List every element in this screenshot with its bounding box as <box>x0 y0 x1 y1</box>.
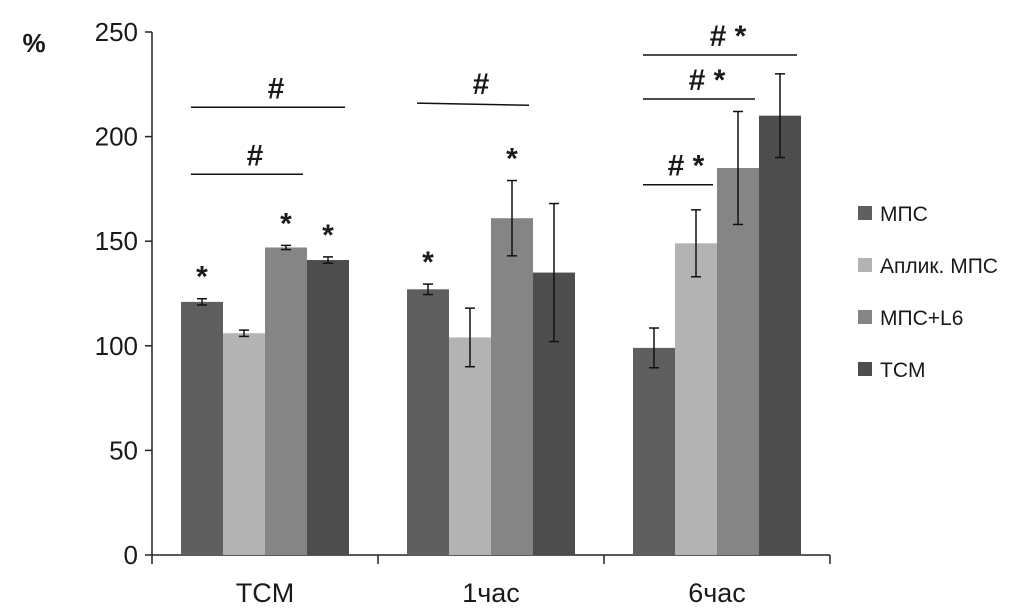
axes: 0 50 100 150 200 250 TCM 1час 6час <box>95 17 831 608</box>
legend-swatch <box>858 310 872 324</box>
bar <box>223 333 265 555</box>
significance-mark: # * <box>668 150 705 183</box>
significance-mark: # <box>268 72 285 105</box>
y-tick-label: 0 <box>124 540 138 570</box>
bar <box>675 243 717 556</box>
bar <box>307 260 349 555</box>
y-tick-label: 200 <box>95 122 138 152</box>
bar <box>407 289 449 555</box>
bar <box>449 337 491 555</box>
significance-mark: # <box>473 68 490 101</box>
legend: МПС Аплик. МПС МПС+L6 TCM <box>858 203 998 382</box>
bar <box>181 301 223 555</box>
significance-mark: # <box>247 139 264 172</box>
significance-star: * <box>322 219 334 252</box>
significance-mark: # * <box>689 64 726 97</box>
significance-star: * <box>422 246 434 279</box>
bar <box>759 115 801 556</box>
significance-mark: # * <box>710 20 747 53</box>
error-bars <box>197 73 785 369</box>
y-tick-label: 250 <box>95 17 138 47</box>
bar <box>491 218 533 556</box>
legend-swatch <box>858 258 872 272</box>
x-tick-label: 6час <box>688 578 746 608</box>
y-tick-label: 150 <box>95 226 138 256</box>
significance-annotations: * * * * * # # # # * # * # * <box>191 20 797 294</box>
significance-bracket <box>416 102 530 106</box>
significance-star: * <box>196 261 208 294</box>
bars <box>181 115 801 556</box>
bar <box>717 167 759 556</box>
legend-label: TCM <box>880 359 926 382</box>
legend-label: МПС+L6 <box>880 307 963 330</box>
bar <box>265 247 307 555</box>
legend-label: МПС <box>880 203 928 226</box>
significance-star: * <box>506 143 518 176</box>
x-tick-label: TCM <box>236 578 294 608</box>
significance-star: * <box>280 207 292 240</box>
legend-label: Аплик. МПС <box>880 255 998 278</box>
legend-swatch <box>858 362 872 376</box>
y-tick-label: 50 <box>109 435 138 465</box>
y-tick-label: 100 <box>95 331 138 361</box>
legend-swatch <box>858 206 872 220</box>
y-axis-label: % <box>22 28 45 58</box>
bar <box>633 347 675 555</box>
x-tick-label: 1час <box>462 578 520 608</box>
